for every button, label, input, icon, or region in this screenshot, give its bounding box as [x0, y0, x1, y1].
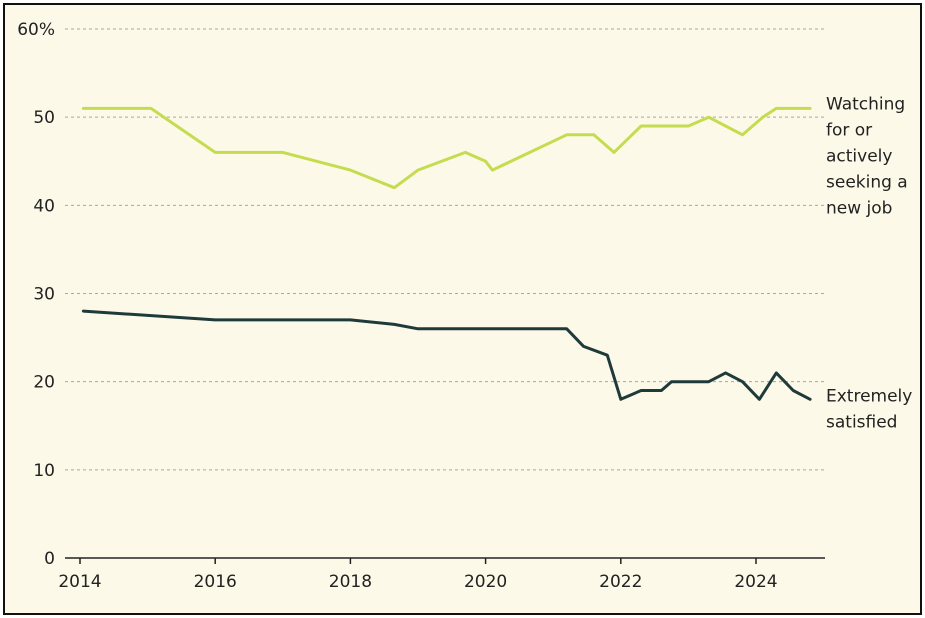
y-tick-label: 10: [33, 461, 55, 481]
series-label-line: actively: [826, 146, 892, 166]
y-tick-label: 40: [33, 196, 55, 216]
x-tick-label: 2020: [464, 572, 507, 592]
x-tick-label: 2024: [734, 572, 777, 592]
x-tick-label: 2016: [194, 572, 237, 592]
series-label-line: new job: [826, 198, 892, 218]
y-tick-label: 0: [44, 549, 55, 569]
chart-frame: [3, 3, 922, 615]
series-line-job-seeking: [81, 106, 812, 190]
x-tick-label: 2018: [329, 572, 372, 592]
series-label-line: for or: [826, 120, 872, 140]
series-labels: Watching for or actively seeking a new job Ex…: [826, 94, 912, 432]
x-tick-label: 2022: [599, 572, 642, 592]
y-tick-label: 20: [33, 373, 55, 393]
series-lines: [81, 106, 812, 401]
x-tick-label: 2014: [58, 572, 101, 592]
series-label-line: Watching: [826, 94, 905, 114]
y-tick-label: 50: [33, 108, 55, 128]
series-label-line: seeking a: [826, 172, 908, 192]
y-tick-label: 60%: [17, 20, 55, 40]
grid-lines: [65, 28, 825, 471]
y-axis-ticks: 0 10 20 30 40 50 60%: [17, 20, 55, 569]
series-line-extremely-satisfied: [81, 309, 812, 401]
y-tick-label: 30: [33, 285, 55, 305]
series-label-line: Extremely: [826, 386, 912, 406]
x-axis-ticks: 2014 2016 2018 2020 2022 2024: [58, 558, 778, 592]
series-label-line: satisfied: [826, 412, 897, 432]
